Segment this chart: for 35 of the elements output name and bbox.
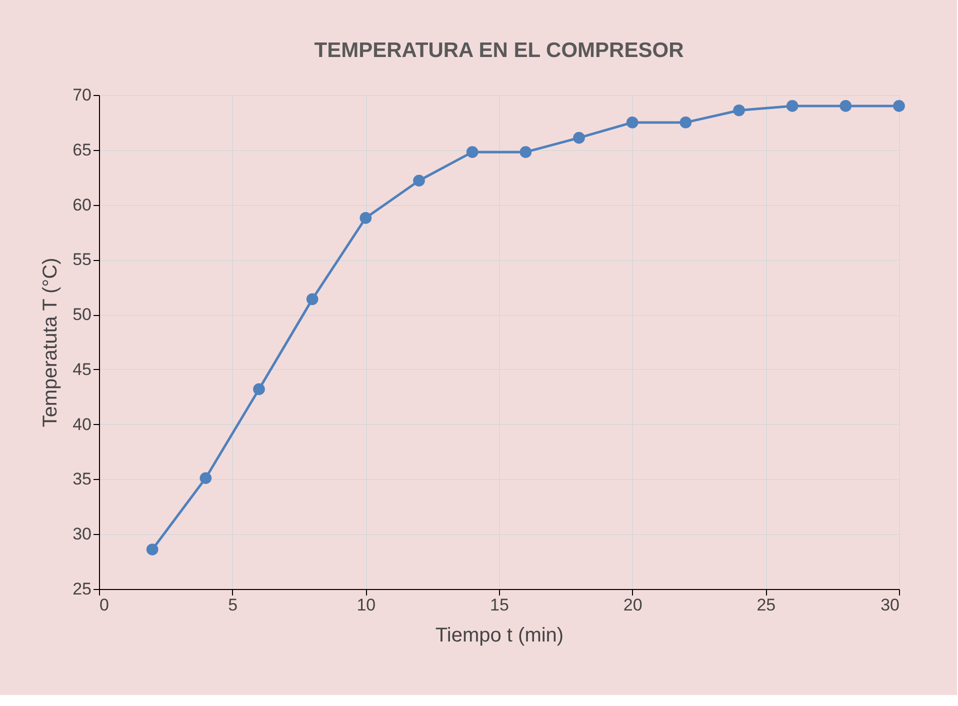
- y-tick-label: 60: [72, 195, 92, 214]
- point: [413, 174, 425, 187]
- point: [253, 383, 265, 396]
- point: [146, 544, 158, 556]
- y-tick-label: 25: [72, 580, 92, 598]
- y-axis-title: Temperatuta T (°C): [40, 258, 62, 428]
- y-tick-label: 45: [72, 360, 92, 379]
- y-tick-label: 70: [72, 86, 92, 104]
- x-tick-label: 25: [756, 596, 776, 614]
- x-tick-label: 0: [100, 596, 109, 614]
- point: [306, 293, 318, 306]
- point: [626, 116, 638, 128]
- point: [200, 472, 212, 484]
- point: [680, 116, 692, 128]
- x-tick-label: 5: [228, 596, 238, 614]
- point: [573, 132, 585, 144]
- y-tick-label: 35: [72, 470, 92, 489]
- point: [360, 212, 372, 224]
- point: [466, 146, 478, 158]
- point: [893, 100, 905, 112]
- y-tick-label: 55: [72, 250, 92, 270]
- x-tick-label: 30: [880, 596, 900, 614]
- point: [840, 100, 852, 112]
- x-tick-label: 15: [490, 596, 509, 614]
- y-tick-label: 40: [72, 414, 92, 434]
- y-tick-label: 50: [72, 305, 92, 324]
- chart-title: TEMPERATURA EN EL COMPRESOR: [314, 39, 684, 62]
- x-tick-label: 20: [623, 596, 642, 614]
- y-tick-label: 30: [72, 524, 92, 544]
- point: [786, 100, 798, 112]
- point: [733, 104, 745, 116]
- x-axis-title: Tiempo t (min): [435, 624, 564, 646]
- x-tick-label: 10: [356, 596, 376, 614]
- point: [520, 146, 532, 158]
- y-tick-label: 65: [72, 140, 92, 160]
